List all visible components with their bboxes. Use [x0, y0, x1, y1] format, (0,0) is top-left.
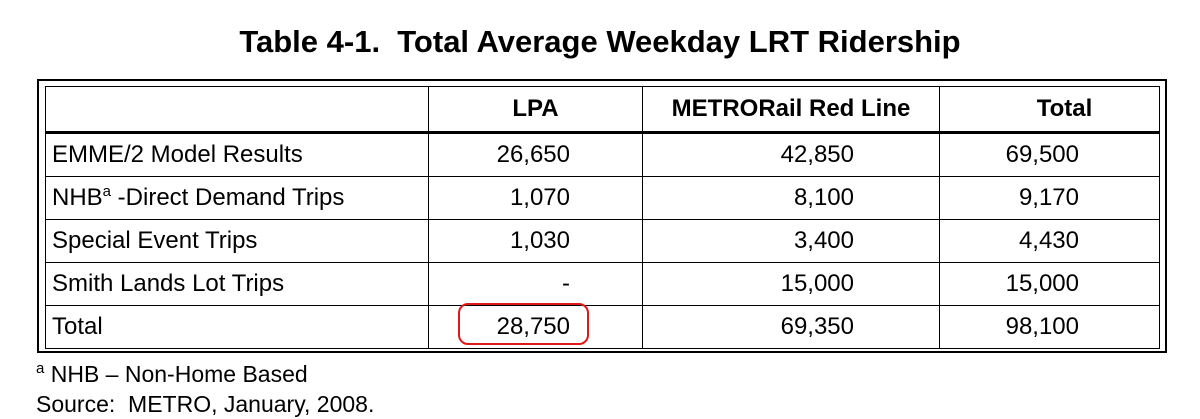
- total-value: 98,100: [939, 305, 1160, 349]
- red-line-value: 8,100: [642, 176, 940, 220]
- lpa-value: 26,650: [428, 132, 643, 177]
- header-cell-lpa: LPA: [428, 86, 643, 134]
- footnote-marker: a: [102, 183, 112, 200]
- row-label-text: NHB: [52, 184, 103, 211]
- row-label-text: Smith Lands Lot Trips: [52, 270, 285, 297]
- red-line-value: 42,850: [642, 132, 940, 177]
- header-cell-total: Total: [939, 86, 1160, 134]
- table-row: Special Event Trips 1,030 3,400 4,430: [45, 219, 1160, 263]
- lpa-value: -: [428, 262, 643, 306]
- red-line-value: 69,350: [642, 305, 940, 349]
- row-label-text: EMME/2 Model Results: [52, 141, 303, 168]
- row-label: EMME/2 Model Results: [45, 132, 429, 177]
- header-cell-red-line: METRORail Red Line: [642, 86, 940, 134]
- footnote-text: NHB – Non-Home Based: [44, 361, 308, 387]
- total-value: 15,000: [939, 262, 1160, 306]
- row-label: NHBa -Direct Demand Trips: [45, 176, 429, 220]
- table-row: EMME/2 Model Results 26,650 42,850 69,50…: [45, 132, 1160, 177]
- table-title: Table 4-1. Total Average Weekday LRT Rid…: [239, 24, 961, 59]
- header-row: LPA METRORail Red Line Total: [45, 86, 1160, 134]
- row-label-text: Special Event Trips: [52, 227, 258, 254]
- lpa-value: 1,070: [428, 176, 643, 220]
- footnote: a NHB – Non-Home Based: [36, 360, 308, 388]
- source-note: Source: METRO, January, 2008.: [36, 391, 375, 417]
- header-cell-label: [45, 86, 429, 134]
- table-row: NHBa -Direct Demand Trips 1,070 8,100 9,…: [45, 176, 1160, 220]
- ridership-table: LPA METRORail Red Line Total EMME/2 Mode…: [45, 86, 1160, 349]
- lpa-value: 28,750: [428, 305, 643, 349]
- red-line-value: 15,000: [642, 262, 940, 306]
- row-label-rest: -Direct Demand Trips: [111, 184, 345, 211]
- table-row: Smith Lands Lot Trips - 15,000 15,000: [45, 262, 1160, 306]
- total-value: 69,500: [939, 132, 1160, 177]
- total-value: 9,170: [939, 176, 1160, 220]
- row-label-text: Total: [52, 313, 103, 340]
- table-outer-border: [37, 79, 1167, 353]
- row-label: Smith Lands Lot Trips: [45, 262, 429, 306]
- row-label: Special Event Trips: [45, 219, 429, 263]
- row-label: Total: [45, 305, 429, 349]
- lpa-value: 1,030: [428, 219, 643, 263]
- total-value: 4,430: [939, 219, 1160, 263]
- footnote-marker: a: [36, 360, 45, 377]
- red-line-value: 3,400: [642, 219, 940, 263]
- table-row-total: Total 28,750 69,350 98,100: [45, 305, 1160, 349]
